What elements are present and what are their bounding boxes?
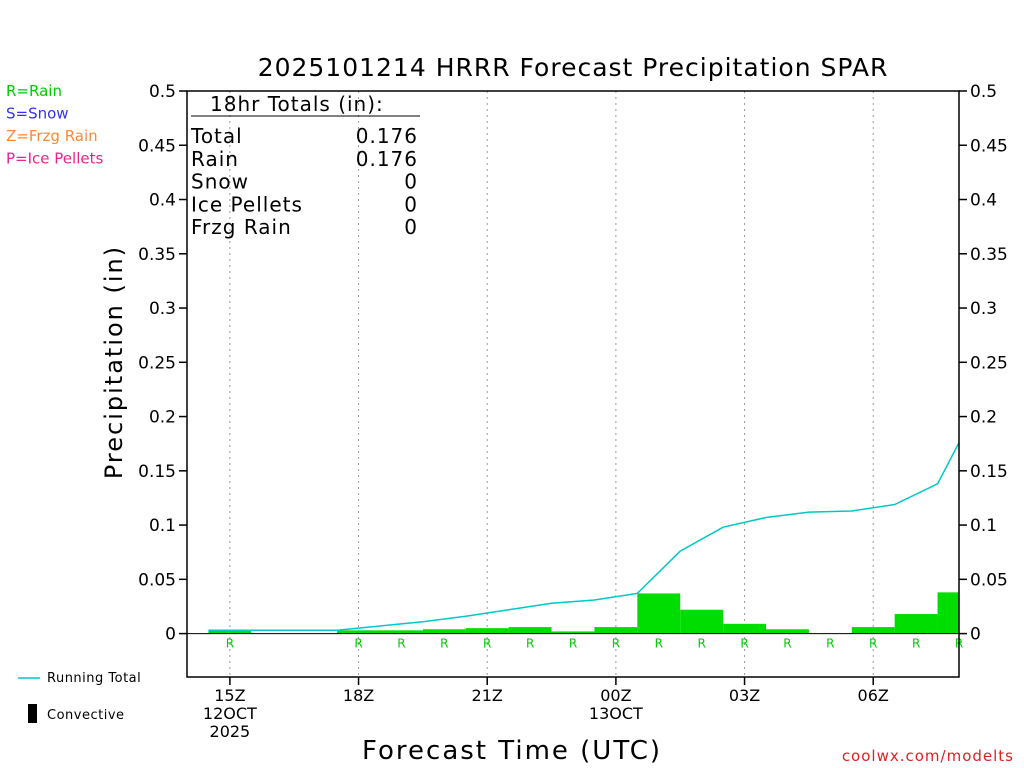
y-tick-label: 0.25 [970,353,1008,373]
y-tick-label: 0.5 [970,82,997,102]
y-axis-label: Precipitation (in) [100,245,128,479]
x-tick-label: 00Z [600,686,631,705]
precip-type-label: R [526,637,534,651]
rain-bar [594,627,638,634]
y-axis-left: 0 0.05 0.1 0.15 0.2 0.25 0.3 0.35 0.4 0.45 0.5 [138,82,187,645]
precip-type-label: R [440,637,448,651]
y-tick-label: 0.35 [138,245,176,265]
convective-swatch [28,704,37,723]
plot-frame [186,90,960,678]
bottom-legend: Running Total Convective [18,671,141,723]
y-tick-label: 0.45 [138,136,176,156]
rain-bar [380,630,423,634]
precip-type-label: R [740,637,748,651]
x-tick-label: 21Z [472,686,503,705]
precip-type-legend-item: R=Rain [6,82,62,100]
y-tick-label: 0.25 [138,353,176,373]
precip-type-label: R [354,637,362,651]
chart-title: 2025101214 HRRR Forecast Precipitation S… [258,53,889,82]
y-tick-label: 0.15 [138,462,176,482]
totals-row-label: Rain [191,147,239,171]
precip-type-legend-item: S=Snow [6,105,69,123]
totals-box: 18hr Totals (in): Total 0.176 Rain 0.176 Sno… [190,92,420,239]
precip-type-label: R [483,637,491,651]
x-tick-label: 2025 [210,722,251,741]
y-tick-label: 0.4 [970,191,997,211]
totals-header: 18hr Totals (in): [210,92,384,116]
running-total-legend-label: Running Total [47,671,141,686]
y-axis-right: 0 0.05 0.1 0.15 0.2 0.25 0.3 0.35 0.4 0.45 0.5 [959,82,1008,645]
precip-type-legend-item: Z=Frzg Rain [6,127,98,145]
y-tick-label: 0.05 [970,570,1008,590]
x-tick-label: 15Z [214,686,245,705]
x-tick-label: 12OCT [203,704,257,723]
convective-legend-label: Convective [47,708,125,723]
totals-row-value: 0 [404,170,418,194]
y-tick-label: 0.45 [970,136,1008,156]
x-tick-label: 06Z [858,686,889,705]
y-tick-label: 0.3 [149,299,176,319]
rain-bar [680,609,724,634]
precip-type-label: R [397,637,405,651]
rain-bar [551,631,595,634]
rain-bars [208,592,959,634]
totals-row-value: 0.176 [356,124,418,148]
precip-type-label: R [655,637,663,651]
y-tick-label: 0 [970,625,981,645]
precip-type-label: R [612,637,620,651]
vertical-grid [229,91,874,677]
rain-bar [894,614,938,634]
precip-type-label: R [697,637,705,651]
totals-row-value: 0 [404,215,418,239]
x-tick-label: 13OCT [589,704,643,723]
totals-row-label: Frzg Rain [191,215,292,239]
y-tick-label: 0.4 [149,191,176,211]
rain-bar [465,628,509,634]
y-tick-label: 0.2 [970,408,997,428]
rain-bar [208,630,252,634]
y-tick-label: 0.2 [149,408,176,428]
totals-row-label: Ice Pellets [191,192,303,216]
precip-type-label: R [569,637,577,651]
precip-type-legend: R=Rain S=Snow Z=Frzg Rain P=Ice Pellets [6,82,103,168]
totals-row-label: Total [190,124,243,148]
rain-bar [637,593,681,634]
rain-bar [508,627,552,634]
rain-bar [851,627,895,634]
credit-text: coolwx.com/modelts [842,747,1014,765]
precip-type-label: R [826,637,834,651]
totals-row-value: 0.176 [356,147,418,171]
rain-bar [766,629,809,634]
totals-row-label: Snow [191,170,249,194]
y-tick-label: 0.35 [970,245,1008,265]
precip-type-label: R [912,637,920,651]
y-tick-label: 0.15 [970,462,1008,482]
precip-type-label: R [226,637,234,651]
precip-type-legend-item: P=Ice Pellets [6,150,103,168]
rain-bar [422,629,466,634]
precip-type-label: R [783,637,791,651]
rain-bar [723,623,766,634]
rain-bar [937,592,959,634]
y-tick-label: 0 [165,625,176,645]
x-axis-label: Forecast Time (UTC) [362,736,662,766]
totals-row-value: 0 [404,192,418,216]
y-tick-label: 0.5 [149,82,176,102]
rain-bar [337,630,380,634]
x-tick-label: 03Z [729,686,760,705]
y-tick-label: 0.3 [970,299,997,319]
totals-rows: Total 0.176 Rain 0.176 Snow 0 Ice Pellets 0 Frzg… [190,124,418,239]
x-tick-label: 18Z [343,686,374,705]
precip-type-label: R [869,637,877,651]
running-total-line [208,442,960,632]
y-tick-label: 0.1 [970,516,997,536]
y-tick-label: 0.05 [138,570,176,590]
y-tick-label: 0.1 [149,516,176,536]
